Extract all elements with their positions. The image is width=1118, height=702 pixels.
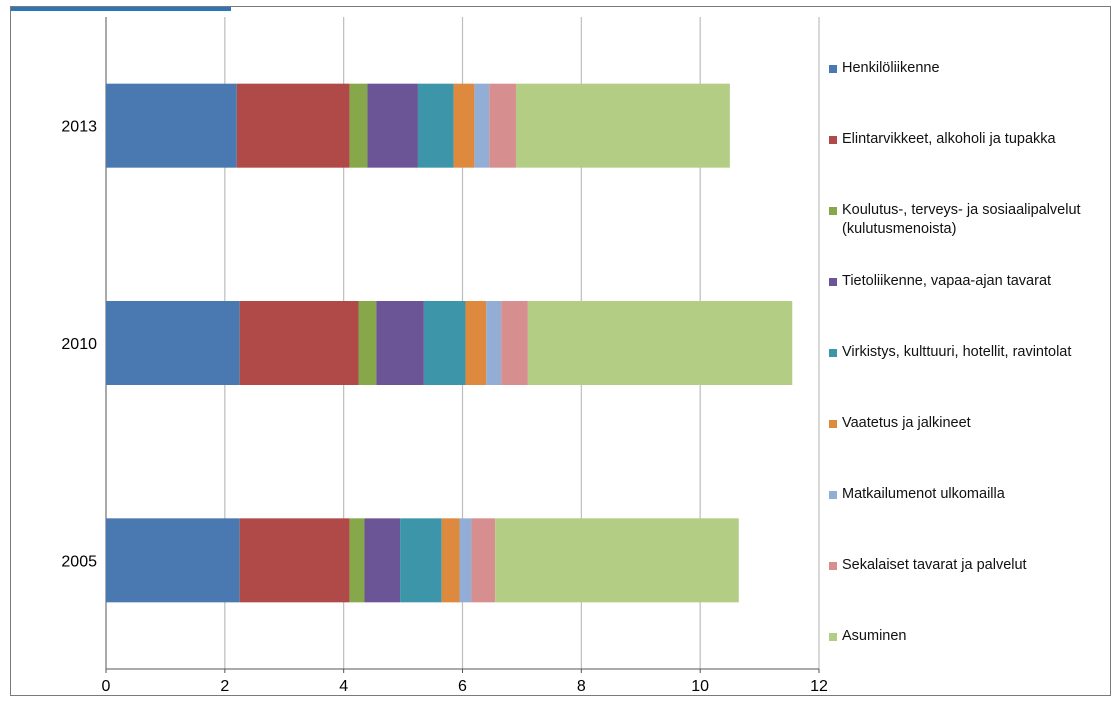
category-label: 2013 [61, 119, 97, 136]
bar-segment [527, 301, 793, 385]
legend-label: Matkailumenot ulkomailla [842, 486, 1005, 502]
category-labels: 2013 2010 2005 [61, 119, 97, 571]
bars [106, 83, 793, 603]
legend-label: Sekalaiset tavarat ja palvelut [842, 557, 1027, 573]
bar-segment [358, 301, 377, 385]
bar-segment [465, 301, 487, 385]
x-tick-label: 2 [220, 678, 229, 695]
bar-segment [423, 301, 466, 385]
legend-label: Asuminen [842, 628, 907, 644]
legend-swatch [829, 349, 837, 357]
legend-label: Henkilöliikenne [842, 60, 940, 76]
legend-item: Virkistys, kulttuuri, hotellit, ravintol… [829, 343, 1114, 362]
bar-segment [364, 518, 401, 603]
x-tick-label: 4 [339, 678, 348, 695]
legend-item: Elintarvikkeet, alkoholi ja tupakka [829, 130, 1114, 149]
x-tick-labels: 0 2 4 6 8 10 12 [102, 678, 828, 695]
x-tick-label: 12 [810, 678, 828, 695]
bar-segment [515, 83, 730, 168]
bar-segment [486, 301, 502, 385]
legend-swatch [829, 207, 837, 215]
legend-item: Tietoliikenne, vapaa-ajan tavarat [829, 272, 1114, 291]
legend-swatch [829, 65, 837, 73]
legend-label: Virkistys, kulttuuri, hotellit, ravintol… [842, 344, 1072, 360]
bar-segment [474, 83, 490, 168]
legend-item: Henkilöliikenne [829, 59, 1114, 78]
header-accent-strip [11, 7, 231, 11]
bar-segment [400, 518, 442, 603]
bar-segment [349, 83, 368, 168]
legend-swatch [829, 420, 837, 428]
x-tick-label: 10 [691, 678, 709, 695]
legend-swatch [829, 633, 837, 641]
legend-item: Vaatetus ja jalkineet [829, 414, 1114, 433]
category-label: 2005 [61, 553, 97, 570]
legend-swatch [829, 562, 837, 570]
bar-segment [459, 518, 472, 603]
x-tick-label: 0 [102, 678, 111, 695]
bar-segment [239, 518, 350, 603]
category-label: 2010 [61, 336, 97, 353]
legend-swatch [829, 136, 837, 144]
legend-swatch [829, 491, 837, 499]
x-tick-label: 8 [577, 678, 586, 695]
chart-frame: 0 2 4 6 8 10 12 2013 2010 2005 Henkilöliikenne El… [10, 6, 1111, 696]
legend-item: Sekalaiset tavarat ja palvelut [829, 556, 1114, 575]
bar-segment [495, 518, 739, 603]
legend-item: Koulutus-, terveys- ja sosiaalipalvelut … [829, 201, 1114, 239]
bar-segment [106, 518, 240, 603]
bar-segment [441, 518, 460, 603]
bar-segment [376, 301, 424, 385]
bar-segment [489, 83, 516, 168]
legend-item: Matkailumenot ulkomailla [829, 485, 1114, 504]
bar-segment [236, 83, 350, 168]
bar-segment [417, 83, 454, 168]
legend-item: Asuminen [829, 627, 1114, 646]
bar-segment [239, 301, 359, 385]
bar-segment [106, 301, 240, 385]
bar-segment [367, 83, 418, 168]
legend-label: Koulutus-, terveys- ja sosiaalipalvelut … [842, 202, 1081, 237]
x-tick-label: 6 [458, 678, 467, 695]
legend-label: Tietoliikenne, vapaa-ajan tavarat [842, 273, 1052, 289]
legend-swatch [829, 278, 837, 286]
legend-label: Vaatetus ja jalkineet [842, 415, 971, 431]
stacked-bar-chart: 0 2 4 6 8 10 12 2013 2010 2005 [61, 17, 828, 695]
bar-segment [471, 518, 496, 603]
bar-segment [106, 83, 237, 168]
bar-segment [453, 83, 475, 168]
legend-label: Elintarvikkeet, alkoholi ja tupakka [842, 131, 1056, 147]
bar-segment [349, 518, 365, 603]
bar-segment [501, 301, 528, 385]
